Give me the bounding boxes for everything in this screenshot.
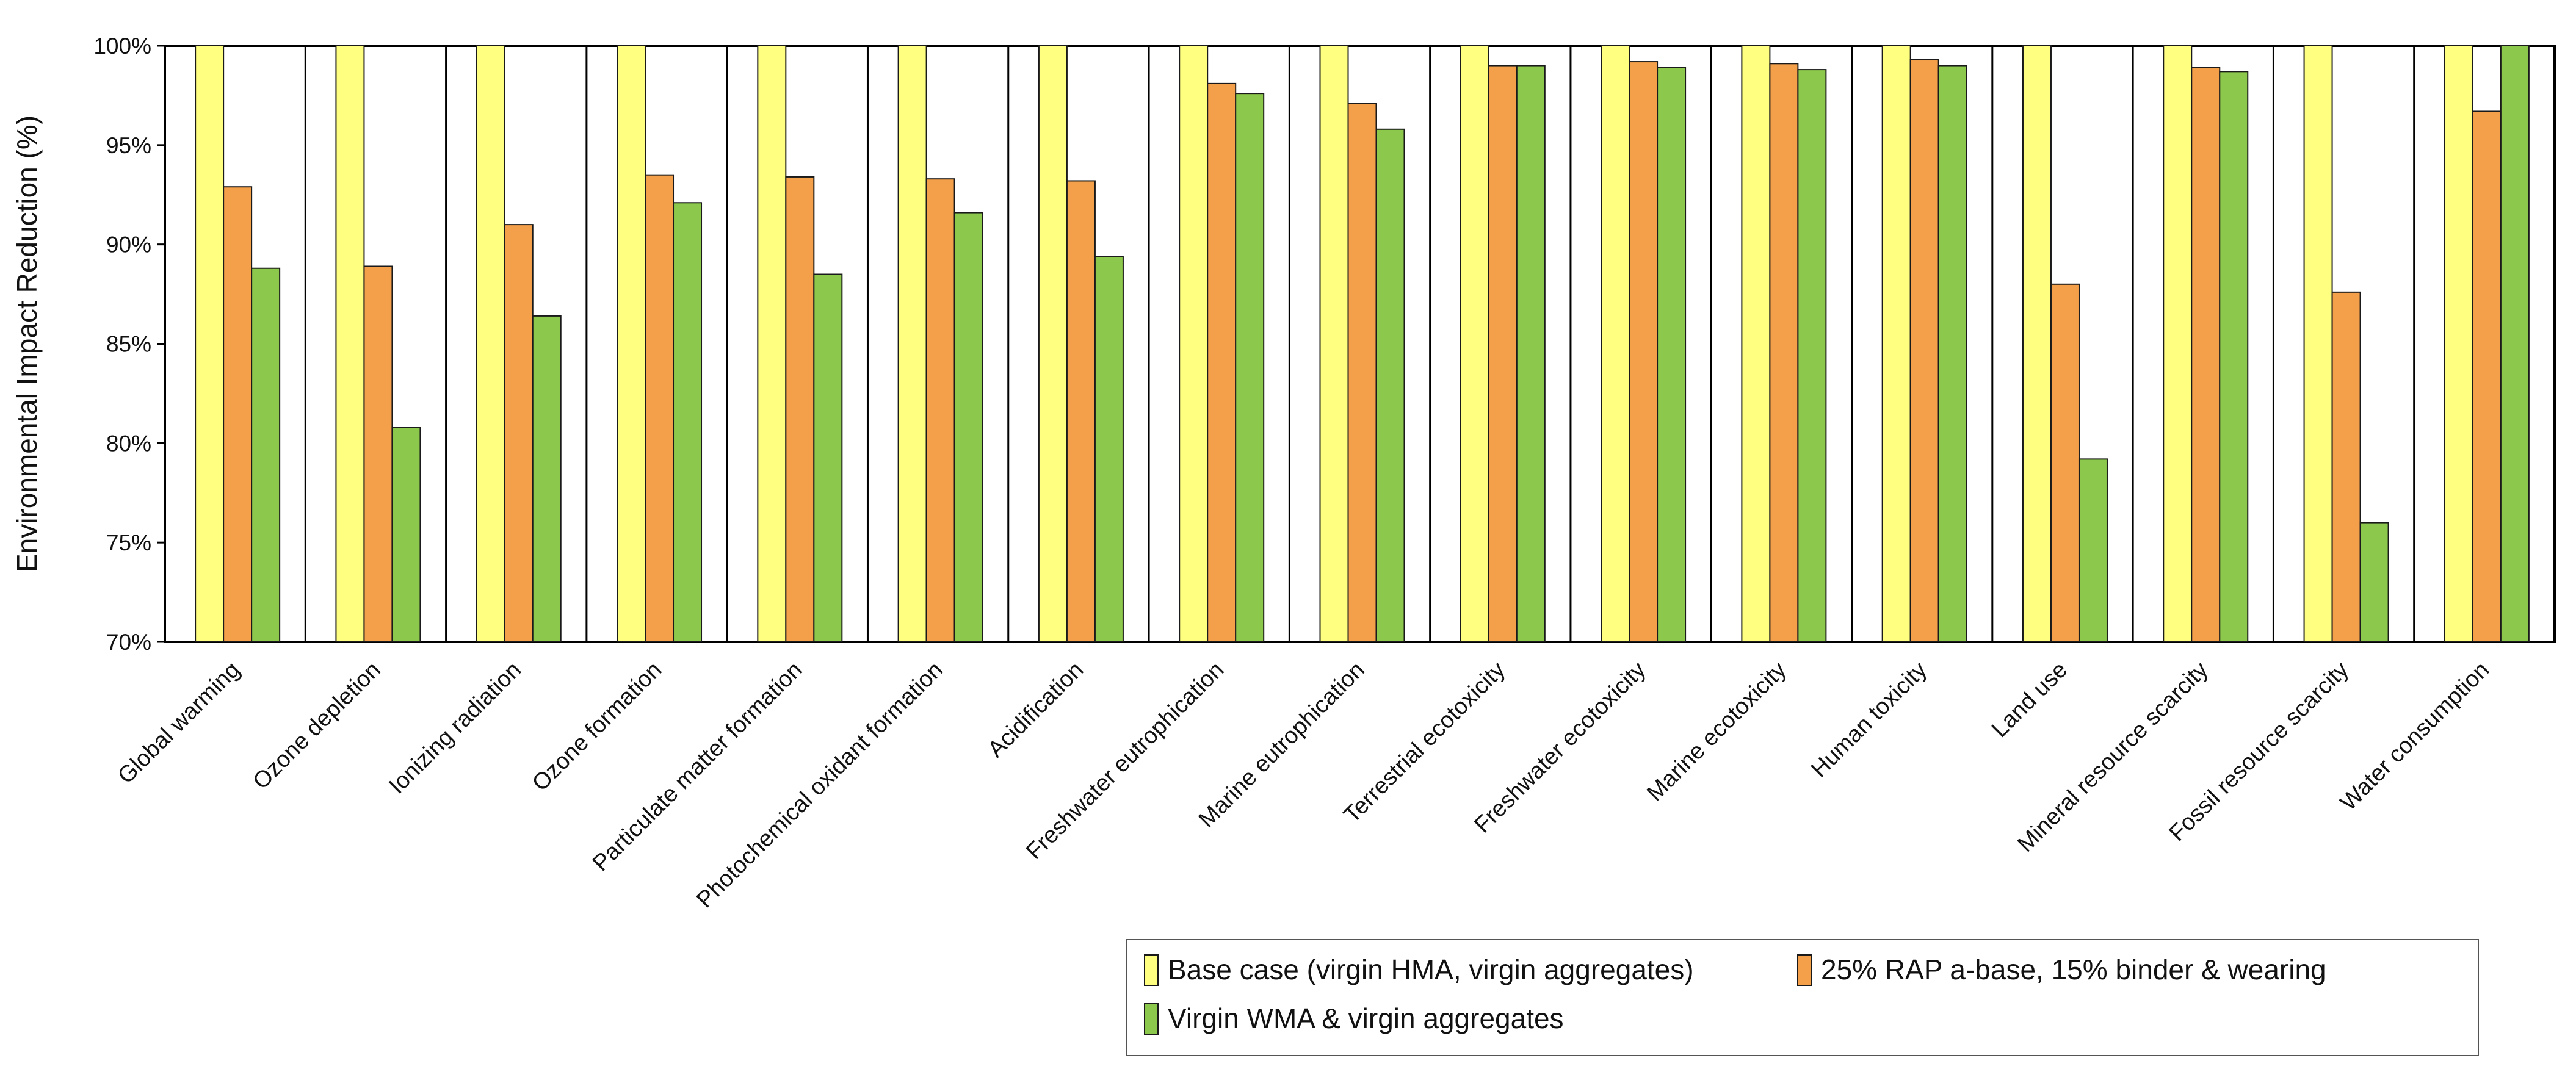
y-tick-label: 90% xyxy=(106,232,151,257)
bar-freshwater-eutrophication-series-3 xyxy=(1235,93,1265,643)
bar-ozone-depletion-series-3 xyxy=(391,427,421,643)
x-tick-label: Ionizing radiation xyxy=(384,657,526,799)
y-tick-label: 80% xyxy=(106,431,151,456)
bar-ionizing-radiation-series-3 xyxy=(532,315,562,642)
bar-terrestrial-ecotoxicity-series-2 xyxy=(1488,65,1518,643)
bar-land-use-series-3 xyxy=(2078,458,2108,642)
x-tick-label: Global warming xyxy=(113,657,245,789)
bar-photochemical-oxidant-formation-series-1 xyxy=(897,45,927,642)
bar-acidification-series-3 xyxy=(1094,256,1124,642)
bar-ozone-formation-series-3 xyxy=(673,202,703,642)
x-tick-label: Human toxicity xyxy=(1806,657,1932,783)
bar-freshwater-eutrophication-series-1 xyxy=(1179,45,1209,642)
bar-ionizing-radiation-series-1 xyxy=(476,45,505,642)
bar-ozone-depletion-series-1 xyxy=(335,45,365,642)
bar-human-toxicity-series-2 xyxy=(1909,59,1939,642)
x-tick-label: Acidification xyxy=(983,657,1088,763)
bar-global-warming-series-1 xyxy=(195,45,225,642)
x-tick-label: Marine ecotoxicity xyxy=(1642,657,1792,807)
bars xyxy=(195,45,2530,643)
x-tick-label: Terrestrial ecotoxicity xyxy=(1339,657,1511,829)
x-tick-label: Photochemical oxidant formation xyxy=(692,657,948,913)
bar-fossil-resource-scarcity-series-2 xyxy=(2331,291,2361,642)
bar-freshwater-ecotoxicity-series-3 xyxy=(1657,67,1687,643)
bar-freshwater-ecotoxicity-series-2 xyxy=(1629,61,1659,642)
bar-human-toxicity-series-1 xyxy=(1881,45,1911,642)
legend-label-series-1: Base case (virgin HMA, virgin aggregates… xyxy=(1168,954,1694,985)
bar-marine-eutrophication-series-3 xyxy=(1375,128,1405,642)
y-axis-label: Environmental Impact Reduction (%) xyxy=(11,115,43,572)
bar-freshwater-ecotoxicity-series-1 xyxy=(1601,45,1630,642)
bar-ozone-depletion-series-2 xyxy=(363,265,393,642)
legend-label-series-2: 25% RAP a-base, 15% binder & wearing xyxy=(1821,954,2326,985)
bar-acidification-series-2 xyxy=(1066,180,1096,643)
bar-particulate-matter-formation-series-3 xyxy=(813,273,843,642)
y-tick-label: 95% xyxy=(106,133,151,158)
bar-terrestrial-ecotoxicity-series-1 xyxy=(1460,45,1489,642)
legend-swatch-series-1 xyxy=(1144,954,1159,986)
x-tick-label: Ozone depletion xyxy=(248,657,385,794)
bar-photochemical-oxidant-formation-series-2 xyxy=(925,178,955,642)
bar-land-use-series-2 xyxy=(2050,283,2080,642)
bar-ozone-formation-series-2 xyxy=(645,174,675,642)
bar-freshwater-eutrophication-series-2 xyxy=(1207,82,1237,643)
bar-water-consumption-series-3 xyxy=(2500,45,2530,642)
x-tick-label: Ozone formation xyxy=(527,657,667,796)
legend-label-series-3: Virgin WMA & virgin aggregates xyxy=(1168,1002,1564,1034)
bar-particulate-matter-formation-series-2 xyxy=(785,176,815,642)
bar-photochemical-oxidant-formation-series-3 xyxy=(953,212,983,642)
bar-acidification-series-1 xyxy=(1038,45,1068,642)
category-dividers xyxy=(304,46,2415,642)
y-tick-label: 85% xyxy=(106,332,151,357)
y-axis: 70% 75% 80% 85% 90% 95% 100% xyxy=(93,34,165,655)
bar-ozone-formation-series-1 xyxy=(617,45,646,642)
bar-water-consumption-series-1 xyxy=(2444,45,2473,642)
bar-particulate-matter-formation-series-1 xyxy=(757,45,787,642)
legend-swatch-series-2 xyxy=(1797,954,1812,986)
bar-terrestrial-ecotoxicity-series-3 xyxy=(1516,65,1546,643)
bar-mineral-resource-scarcity-series-3 xyxy=(2219,71,2249,642)
bar-land-use-series-1 xyxy=(2022,45,2052,642)
bar-fossil-resource-scarcity-series-3 xyxy=(2359,522,2389,642)
y-tick-label: 100% xyxy=(93,34,151,59)
legend-swatch-series-3 xyxy=(1144,1003,1159,1035)
bar-mineral-resource-scarcity-series-2 xyxy=(2191,67,2221,643)
x-tick-label: Land use xyxy=(1987,657,2072,743)
bar-water-consumption-series-2 xyxy=(2472,110,2502,643)
bar-marine-eutrophication-series-2 xyxy=(1347,103,1377,642)
bar-marine-ecotoxicity-series-1 xyxy=(1741,45,1771,642)
bar-mineral-resource-scarcity-series-1 xyxy=(2163,45,2193,642)
bar-global-warming-series-3 xyxy=(251,267,281,643)
bar-fossil-resource-scarcity-series-1 xyxy=(2303,45,2333,642)
legend: Base case (virgin HMA, virgin aggregates… xyxy=(1126,939,2479,1056)
bar-global-warming-series-2 xyxy=(223,186,253,642)
y-tick-label: 75% xyxy=(106,530,151,555)
x-tick-label: Water consumption xyxy=(2335,657,2494,816)
bar-ionizing-radiation-series-2 xyxy=(504,224,534,643)
bar-marine-ecotoxicity-series-3 xyxy=(1797,69,1827,642)
y-tick-label: 70% xyxy=(106,630,151,655)
bar-human-toxicity-series-3 xyxy=(1937,65,1967,643)
bar-marine-eutrophication-series-1 xyxy=(1319,45,1349,642)
bar-marine-ecotoxicity-series-2 xyxy=(1769,63,1799,642)
